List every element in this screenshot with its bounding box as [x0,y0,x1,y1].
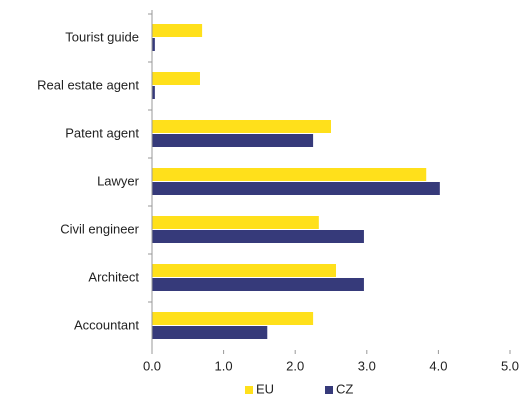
bar [152,120,331,133]
y-tick-label: Patent agent [65,125,139,140]
legend-label: CZ [336,381,353,396]
y-tick-label: Architect [88,269,139,284]
bar [152,312,314,325]
bar [152,264,337,277]
bar [152,326,268,339]
legend-swatch [245,386,253,394]
bar [152,24,203,37]
y-tick-label: Civil engineer [60,221,139,236]
bar [152,134,314,147]
bar [152,216,319,229]
y-tick-label: Tourist guide [65,29,139,44]
x-tick-label: 3.0 [358,358,376,373]
bar [152,278,364,291]
x-tick-label: 4.0 [429,358,447,373]
y-tick-label: Accountant [74,317,139,332]
legend-label: EU [256,381,274,396]
bar [152,230,364,243]
x-tick-label: 0.0 [143,358,161,373]
bar [152,72,200,85]
bar [152,168,427,181]
x-tick-label: 2.0 [286,358,304,373]
y-tick-label: Lawyer [97,173,140,188]
bar [152,38,155,51]
y-tick-label: Real estate agent [37,77,139,92]
bar [152,182,440,195]
x-tick-label: 5.0 [501,358,519,373]
bar [152,86,155,99]
x-tick-label: 1.0 [215,358,233,373]
legend-swatch [325,386,333,394]
